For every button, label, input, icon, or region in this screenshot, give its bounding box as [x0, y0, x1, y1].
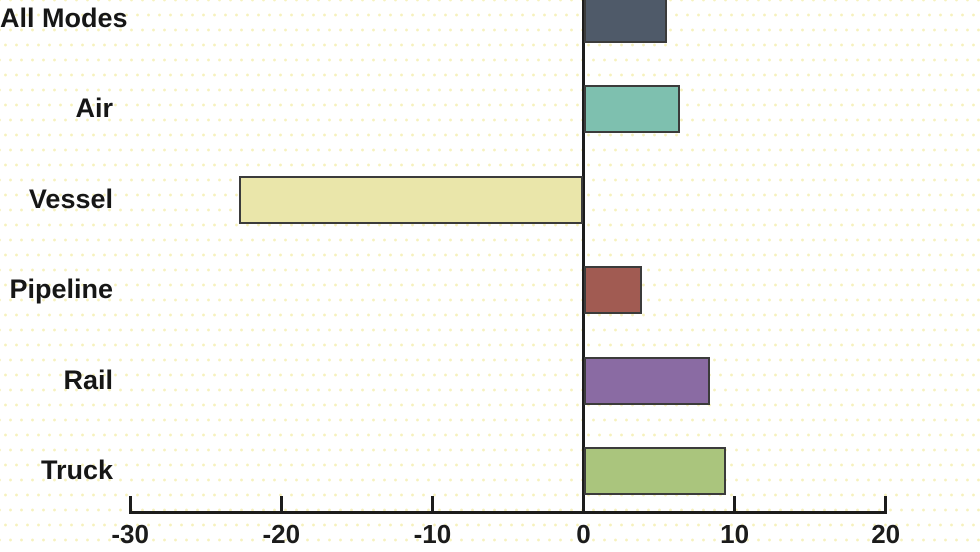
bar-truck — [583, 447, 726, 495]
x-axis-tick — [582, 496, 585, 512]
category-label-pipeline: Pipeline — [9, 274, 113, 305]
category-label-air: Air — [75, 93, 113, 124]
category-label-rail: Rail — [63, 364, 113, 395]
category-label-truck: Truck — [40, 455, 113, 485]
x-axis-tick — [128, 496, 132, 512]
x-axis-tick-label: -20 — [262, 519, 301, 549]
x-axis-tick-label: 0 — [576, 519, 591, 549]
x-axis-tick — [430, 496, 434, 512]
bar-all-modes — [583, 0, 667, 43]
x-axis-line — [128, 511, 888, 514]
x-axis-tick — [733, 496, 737, 512]
category-label-vessel: Vessel — [28, 183, 113, 214]
bar-air — [583, 85, 681, 134]
category-label-all-modes: All Modes — [0, 3, 128, 33]
x-axis-tick — [884, 496, 888, 512]
bar-pipeline — [583, 266, 643, 315]
bar-vessel — [238, 175, 584, 224]
zero-axis-line — [582, 0, 585, 514]
bar-rail — [583, 356, 711, 405]
x-axis-tick — [279, 496, 283, 512]
x-axis-tick-label: 20 — [871, 519, 901, 549]
x-axis-tick-label: -30 — [111, 519, 149, 549]
x-axis-tick-label: 10 — [720, 519, 750, 549]
x-axis-tick-label: -10 — [413, 519, 452, 549]
